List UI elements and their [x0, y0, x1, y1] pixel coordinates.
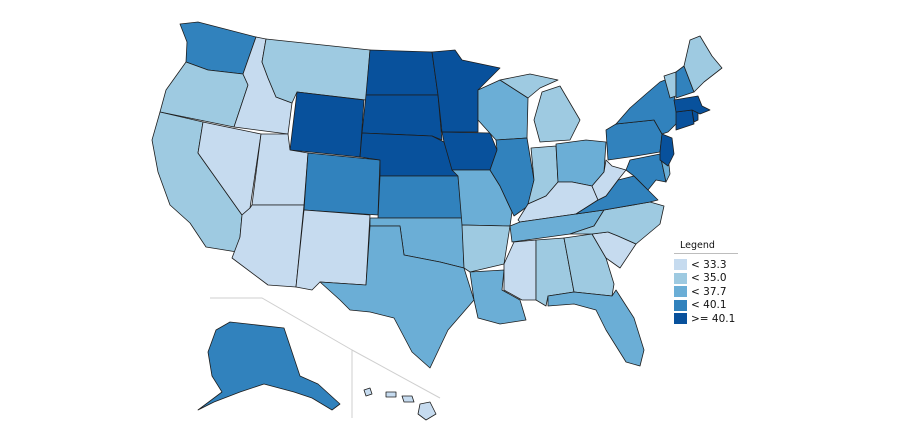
state-mt[interactable]: [261, 38, 371, 104]
map-legend: Legend < 33.3 < 35.0 < 37.7 < 40.1 >= 40.1: [674, 240, 744, 326]
state-ar[interactable]: [461, 224, 511, 273]
state-co[interactable]: [303, 152, 381, 216]
state-ma[interactable]: [673, 95, 711, 115]
state-nm[interactable]: [295, 209, 371, 291]
state-la[interactable]: [469, 269, 527, 325]
legend-swatch: [674, 299, 687, 311]
legend-item: < 33.3: [674, 258, 744, 272]
state-nd[interactable]: [365, 49, 439, 96]
state-sd[interactable]: [361, 94, 443, 141]
state-hi[interactable]: [363, 387, 437, 421]
legend-item: < 37.7: [674, 285, 744, 299]
legend-item: < 35.0: [674, 272, 744, 286]
legend-rows: < 33.3 < 35.0 < 37.7 < 40.1 >= 40.1: [674, 258, 744, 326]
state-ia[interactable]: [441, 131, 498, 171]
legend-title: Legend: [674, 240, 738, 254]
state-ct[interactable]: [675, 109, 695, 131]
inset-divider-line: [210, 297, 353, 418]
state-nc[interactable]: [569, 201, 665, 245]
legend-label: < 35.0: [691, 272, 727, 285]
state-az[interactable]: [231, 204, 305, 288]
legend-swatch: [674, 259, 687, 271]
state-ak[interactable]: [197, 321, 341, 411]
state-ms[interactable]: [503, 239, 537, 301]
state-wy[interactable]: [289, 91, 365, 158]
legend-item: < 40.1: [674, 299, 744, 313]
state-me[interactable]: [683, 35, 723, 93]
legend-label: < 33.3: [691, 258, 727, 271]
state-tx[interactable]: [319, 225, 475, 369]
inset-divider-line-hawaii: [351, 349, 441, 399]
legend-swatch: [674, 286, 687, 298]
state-ks[interactable]: [377, 175, 463, 219]
state-il[interactable]: [489, 137, 535, 217]
legend-swatch: [674, 272, 687, 284]
state-mi[interactable]: [533, 85, 581, 143]
state-pa[interactable]: [605, 119, 663, 161]
state-mi-upper[interactable]: [499, 73, 559, 99]
legend-label: >= 40.1: [691, 312, 736, 325]
state-fl[interactable]: [547, 289, 645, 367]
legend-item: >= 40.1: [674, 312, 744, 326]
legend-label: < 40.1: [691, 299, 727, 312]
state-nj[interactable]: [659, 133, 675, 167]
legend-swatch: [674, 313, 687, 325]
legend-label: < 37.7: [691, 285, 727, 298]
